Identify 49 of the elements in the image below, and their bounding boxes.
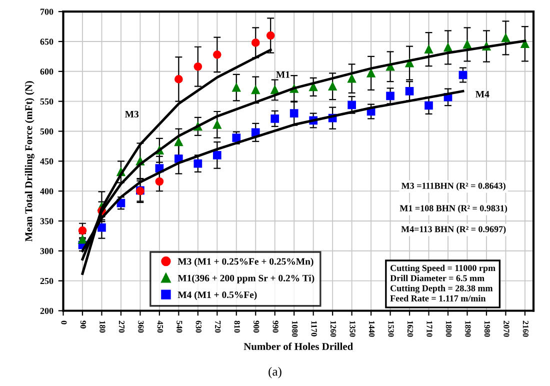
text: (a) bbox=[268, 366, 282, 378]
x-tick-label: 1440 bbox=[368, 321, 375, 337]
y-tick-label: 250 bbox=[40, 278, 54, 284]
x-tick-label: 90 bbox=[80, 320, 86, 328]
y-tick-label: 300 bbox=[40, 248, 54, 254]
y-tick-label: 550 bbox=[40, 98, 54, 105]
x-tick-label: 1710 bbox=[426, 321, 432, 337]
y-axis-title: Mean Total Drilling Force (mFt) (N) bbox=[24, 81, 34, 242]
annotation: M3 =111BHN (R² = 0.8643) bbox=[401, 182, 506, 191]
legend-label: M3 (M1 + 0.25%Fe + 0.25%Mn) bbox=[178, 258, 314, 267]
annotation: M4=113 BHN (R² = 0.9697) bbox=[401, 226, 506, 234]
x-tick-label: 270 bbox=[118, 320, 124, 333]
y-tick-label: 500 bbox=[40, 128, 54, 134]
x-tick-label: 1620 bbox=[407, 321, 414, 337]
text: M3 bbox=[125, 110, 139, 118]
legend-label: M1(396 + 200 ppm Sr + 0.2% Ti) bbox=[178, 274, 314, 284]
x-tick-label: 360 bbox=[138, 320, 144, 333]
x-tick-label: 1890 bbox=[465, 321, 471, 337]
x-tick-label: 1800 bbox=[446, 321, 452, 337]
x-tick-label: 1350 bbox=[350, 321, 356, 337]
x-tick-label: 810 bbox=[234, 320, 240, 333]
y-tick-label: 650 bbox=[40, 38, 54, 45]
x-tick-label: 1530 bbox=[388, 321, 394, 337]
x-tick-label: 1980 bbox=[484, 321, 490, 337]
x-tick-label: 900 bbox=[254, 320, 260, 333]
x-tick-label: 540 bbox=[176, 320, 182, 333]
y-tick-label: 350 bbox=[40, 218, 54, 224]
x-tick-label: 2070 bbox=[504, 320, 510, 337]
x-tick-label: 2160 bbox=[522, 320, 528, 337]
x-tick-label: 1260 bbox=[330, 321, 336, 337]
x-tick-label: 630 bbox=[196, 320, 202, 333]
x-tick-label: 990 bbox=[272, 320, 278, 333]
y-tick-label: 400 bbox=[40, 188, 54, 194]
annotation: M1 =108 BHN (R² = 0.9831) bbox=[400, 204, 508, 214]
legend-label: M4 (M1 + 0.5%Fe) bbox=[178, 291, 257, 300]
y-tick-label: 700 bbox=[40, 8, 54, 15]
y-tick-label: 200 bbox=[40, 308, 54, 314]
x-tick-label: 1170 bbox=[311, 321, 317, 336]
series-label: M1 bbox=[276, 71, 290, 78]
y-tick-label: 600 bbox=[40, 68, 54, 75]
x-tick-label: 1080 bbox=[292, 321, 298, 337]
x-tick-label: 180 bbox=[100, 321, 106, 333]
annotation: Cutting Speed = 11000 rpm Drill Diameter = 6.5 mm Cutting Depth = 28.38 mm Feed Rate = 1.117 m/min bbox=[390, 264, 496, 302]
series-label: M4 bbox=[476, 91, 490, 98]
x-axis-title: Number of Holes Drilled bbox=[244, 342, 353, 350]
x-tick-label: 720 bbox=[215, 320, 221, 333]
y-tick-label: 450 bbox=[40, 158, 54, 164]
x-tick-label: 0 bbox=[61, 320, 67, 324]
x-tick-label: 450 bbox=[157, 320, 163, 333]
